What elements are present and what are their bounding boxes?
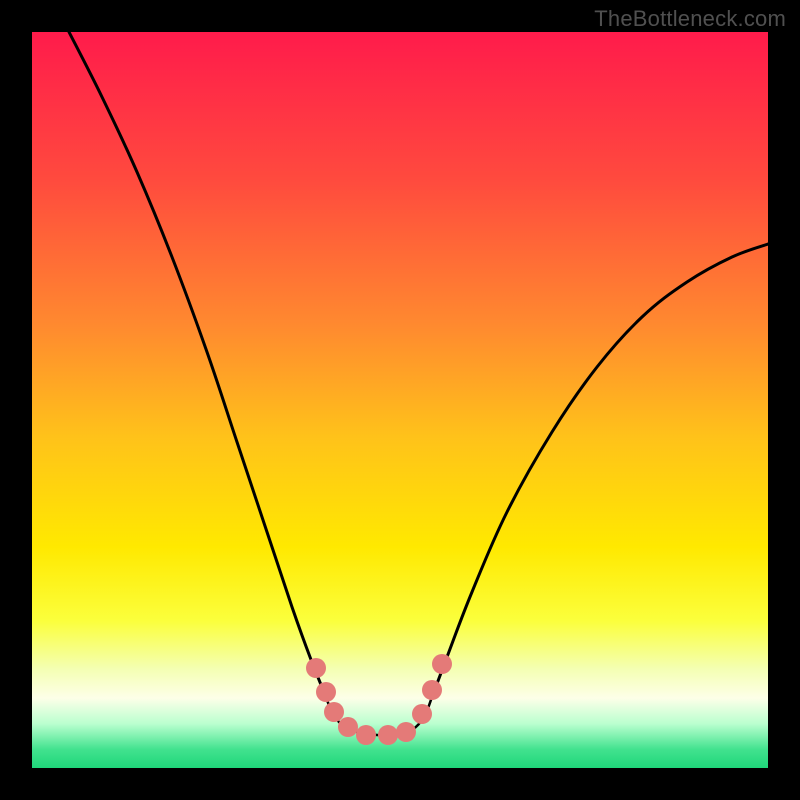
data-marker [324, 702, 344, 722]
data-marker [422, 680, 442, 700]
curve-right [432, 244, 768, 697]
data-marker [396, 722, 416, 742]
data-marker [432, 654, 452, 674]
plot-area [32, 32, 768, 768]
curve-left [69, 32, 326, 697]
watermark-text: TheBottleneck.com [594, 6, 786, 32]
data-marker [412, 704, 432, 724]
data-marker [338, 717, 358, 737]
data-marker [378, 725, 398, 745]
figure-canvas: TheBottleneck.com [0, 0, 800, 800]
data-marker [306, 658, 326, 678]
data-marker [316, 682, 336, 702]
curve-layer [32, 32, 768, 768]
data-marker [356, 725, 376, 745]
